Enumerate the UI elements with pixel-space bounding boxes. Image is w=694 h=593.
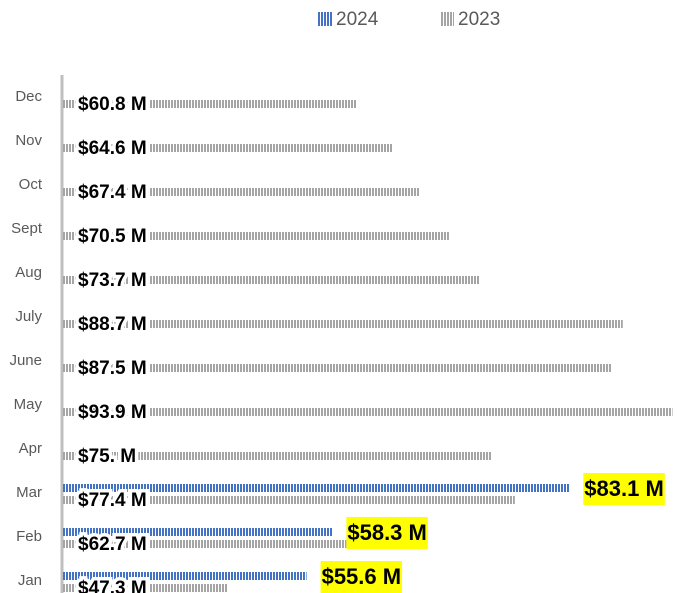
y-tick-label: Jan <box>18 572 42 589</box>
y-tick-label: July <box>15 308 42 325</box>
y-tick-label: June <box>9 352 42 369</box>
bar <box>62 528 333 536</box>
bar <box>62 496 515 504</box>
data-label: $70.5 M <box>78 226 147 247</box>
data-label: $73.7 M <box>78 270 147 291</box>
data-label: $58.3 M <box>347 520 427 545</box>
bar <box>62 452 492 460</box>
y-tick-label: Nov <box>15 132 42 149</box>
bar <box>62 584 228 592</box>
label-highlight <box>583 473 665 505</box>
bar <box>62 364 612 372</box>
data-label: $64.6 M <box>78 138 147 159</box>
bar <box>62 100 357 108</box>
bar <box>62 232 449 240</box>
bar <box>62 144 393 152</box>
y-tick-label: Dec <box>15 88 42 105</box>
y-tick-label: Mar <box>16 484 42 501</box>
label-highlight <box>320 561 403 593</box>
data-label: $88.7 M <box>78 314 147 335</box>
y-tick-label: Oct <box>19 176 43 193</box>
data-label: $55.6 M <box>322 564 402 589</box>
bar <box>62 188 420 196</box>
legend-swatch <box>318 12 332 26</box>
data-label: $83.1 M <box>584 476 664 501</box>
label-highlight <box>346 517 428 549</box>
data-label: $77.4 M <box>78 490 147 511</box>
bar <box>62 572 307 580</box>
legend-label: 2024 <box>336 9 379 30</box>
y-tick-label: Sept <box>11 220 43 237</box>
data-label: $62.7 M <box>78 534 147 555</box>
y-tick-label: Apr <box>19 440 42 457</box>
data-label: $93.9 M <box>78 402 147 423</box>
y-tick-label: Aug <box>15 264 42 281</box>
data-label: $60.8 M <box>78 94 147 115</box>
data-label: $47.3 M <box>78 578 147 593</box>
bar <box>62 540 375 548</box>
data-label: $67.4 M <box>78 182 147 203</box>
bar <box>62 484 570 492</box>
data-label: $75. M <box>78 446 136 467</box>
y-tick-label: May <box>14 396 43 413</box>
data-label: $87.5 M <box>78 358 147 379</box>
legend-label: 2023 <box>458 9 500 30</box>
y-tick-label: Feb <box>16 528 42 545</box>
bar <box>62 408 673 416</box>
bar <box>62 320 623 328</box>
bar <box>62 276 480 284</box>
legend-swatch <box>440 12 454 26</box>
